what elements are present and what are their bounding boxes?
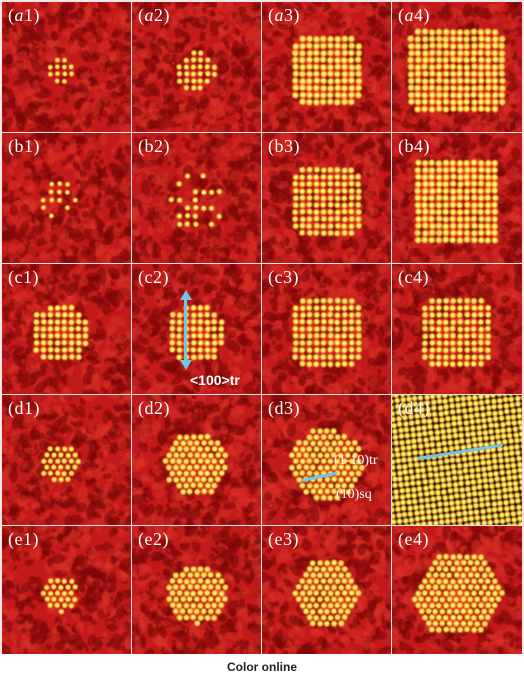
micrograph-panel-d4: (d4) (392, 395, 522, 525)
micrograph-image (2, 2, 131, 132)
direction-arrow-shaft (184, 298, 187, 362)
figure-caption: Color online (227, 660, 297, 674)
panel-label: (a4) (398, 5, 430, 25)
micrograph-panel-c3: (c3) (262, 264, 391, 394)
micrograph-image (262, 2, 391, 132)
panel-label: (d4) (398, 398, 430, 418)
micrograph-image (392, 264, 522, 394)
micrograph-image (262, 133, 391, 263)
micrograph-panel-d1: (d1) (2, 395, 131, 525)
micrograph-panel-b1: (b1) (2, 133, 131, 263)
panel-label: (c2) (138, 267, 169, 287)
panel-label: (d2) (138, 398, 170, 418)
micrograph-panel-e3: (e3) (262, 526, 391, 654)
micrograph-panel-c1: (c1) (2, 264, 131, 394)
micrograph-image (2, 395, 131, 525)
micrograph-panel-b4: (b4) (392, 133, 522, 263)
panel-label: (a2) (138, 5, 170, 25)
figure-grid: (a1) (a2) (a3) (a4) (b1) (b2) (b3) (b4) (c1) (c2)… (0, 0, 524, 654)
micrograph-image (132, 2, 261, 132)
panel-label: (d1) (8, 398, 40, 418)
micrograph-image (132, 264, 261, 394)
panel-label: (c3) (268, 267, 299, 287)
micrograph-panel-c4: (c4) (392, 264, 522, 394)
panel-label: (b1) (8, 136, 40, 156)
arrow-up-icon (179, 290, 192, 300)
micrograph-panel-b2: (b2) (132, 133, 261, 263)
micrograph-panel-a4: (a4) (392, 2, 522, 132)
micrograph-image (262, 395, 391, 525)
plane-label-sq: (10)sq (336, 487, 372, 502)
direction-label: <100>tr (190, 372, 240, 388)
micrograph-image (392, 133, 522, 263)
plane-label-tr: (1-10)tr (334, 453, 378, 468)
micrograph-panel-e2: (e2) (132, 526, 261, 654)
micrograph-panel-e1: (e1) (2, 526, 131, 654)
micrograph-panel-d3: (d3) (1-10)tr (10)sq (262, 395, 391, 525)
micrograph-image (2, 264, 131, 394)
micrograph-panel-e4: (e4) (392, 526, 522, 654)
micrograph-image (132, 526, 261, 654)
micrograph-panel-a1: (a1) (2, 2, 131, 132)
panel-label: (b2) (138, 136, 170, 156)
panel-label: (a3) (268, 5, 300, 25)
micrograph-image (392, 395, 522, 525)
micrograph-image (262, 526, 391, 654)
panel-label: (e3) (268, 529, 299, 549)
panel-label: (e2) (138, 529, 169, 549)
micrograph-panel-d2: (d2) (132, 395, 261, 525)
micrograph-image (392, 2, 522, 132)
micrograph-image (392, 526, 522, 654)
panel-label: (d3) (268, 398, 300, 418)
micrograph-image (132, 133, 261, 263)
panel-label: (e1) (8, 529, 39, 549)
micrograph-panel-a3: (a3) (262, 2, 391, 132)
micrograph-panel-b3: (b3) (262, 133, 391, 263)
micrograph-panel-c2: (c2) <100>tr (132, 264, 261, 394)
micrograph-panel-a2: (a2) (132, 2, 261, 132)
panel-label: (a1) (8, 5, 40, 25)
micrograph-image (132, 395, 261, 525)
panel-label: (c4) (398, 267, 429, 287)
arrow-down-icon (179, 360, 192, 370)
micrograph-image (2, 133, 131, 263)
panel-label: (b4) (398, 136, 430, 156)
micrograph-image (262, 264, 391, 394)
panel-label: (c1) (8, 267, 39, 287)
micrograph-image (2, 526, 131, 654)
panel-label: (e4) (398, 529, 429, 549)
panel-label: (b3) (268, 136, 300, 156)
